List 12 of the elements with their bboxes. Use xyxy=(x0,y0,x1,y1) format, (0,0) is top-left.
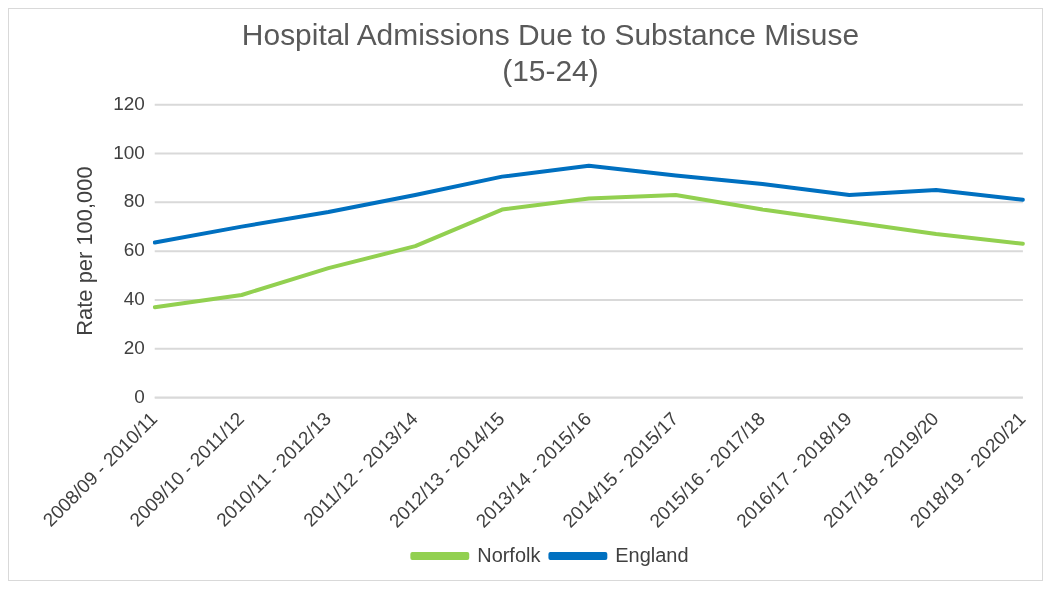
y-tick-label: 80 xyxy=(123,190,145,212)
y-axis-title: Rate per 100,000 xyxy=(72,166,98,336)
y-tick-label: 60 xyxy=(123,239,145,261)
y-tick-label: 120 xyxy=(113,92,145,114)
text: (15-24) xyxy=(502,54,599,88)
y-tick-label: 100 xyxy=(113,141,145,163)
y-tick-label: 20 xyxy=(123,336,145,358)
legend-label: England xyxy=(615,543,689,566)
text: Hospital Admissions Due to Substance Misuse xyxy=(241,18,860,52)
y-tick-label: 0 xyxy=(134,385,145,407)
y-tick-label: 40 xyxy=(123,288,145,310)
legend-label: Norfolk xyxy=(477,543,541,566)
